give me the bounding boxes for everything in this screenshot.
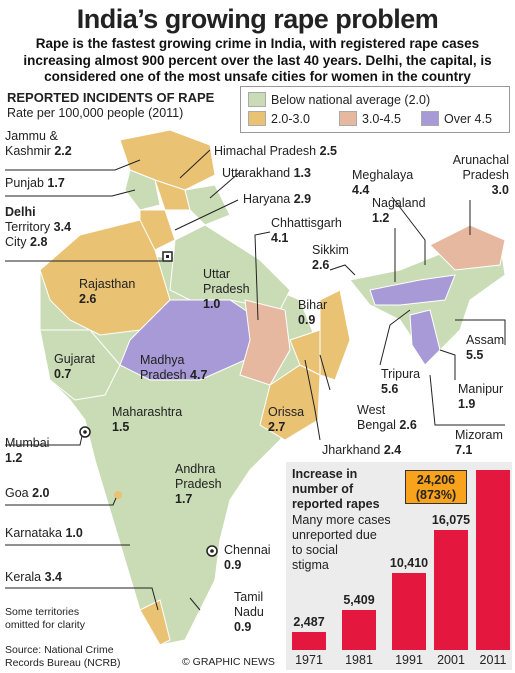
bar-category-1991: 1991 <box>395 653 423 667</box>
bar-value-1971: 2,487 <box>293 615 325 629</box>
legend-label-2-3: 2.0-3.0 <box>271 111 310 126</box>
label-jammu-kashmir: Jammu & Kashmir 2.2 <box>5 129 72 158</box>
label-nagaland: Nagaland 1.2 <box>372 196 426 225</box>
label-mizoram: Mizoram 7.1 <box>455 428 503 457</box>
map-region-jh <box>289 329 321 376</box>
bar-2011 <box>476 470 510 650</box>
page-title: India’s growing rape problem <box>76 4 439 34</box>
leader-lines <box>5 149 506 611</box>
label-chennai: Chennai 0.9 <box>224 543 271 572</box>
map-region-punjab <box>124 169 161 211</box>
label-tripura: Tripura 5.6 <box>381 367 421 396</box>
legend-swatch-over45 <box>421 111 439 126</box>
map-region-arunachal <box>429 224 506 271</box>
label-orissa: Orissa 2.7 <box>268 405 305 434</box>
map-region-ut <box>184 184 231 226</box>
label-jharkhand: Jharkhand 2.4 <box>322 443 402 457</box>
bar-category-2011: 2011 <box>479 653 507 667</box>
legend: Below national average (2.0) 2.0-3.0 3.0… <box>240 86 510 133</box>
label-goa: Goa 2.0 <box>5 486 50 500</box>
map-region-tripura-mizoram <box>409 309 441 366</box>
credit: © GRAPHIC NEWS <box>182 656 275 668</box>
legend-label-3-45: 3.0-4.5 <box>362 111 401 126</box>
label-chhattisgarh: Chhattisgarh 4.1 <box>271 216 342 245</box>
legend-swatch-2-3 <box>248 111 266 126</box>
label-karnataka: Karnataka 1.0 <box>5 526 83 540</box>
bar-callout: 24,206 (873%) <box>405 470 467 504</box>
legend-item-below: Below national average (2.0) <box>248 92 430 107</box>
legend-swatch-below <box>248 92 266 107</box>
subtitle: Rape is the fastest growing crime in Ind… <box>23 36 492 84</box>
map-subheading: Rate per 100,000 people (2011) <box>7 106 184 120</box>
label-arunachal-pradesh: Arunachal Pradesh 3.0 <box>452 153 509 197</box>
label-tamil-nadu: Tamil Nadu 0.9 <box>234 590 264 634</box>
label-madhya-pradesh: Madhya Pradesh 4.7 <box>140 353 208 382</box>
bar-1971 <box>292 632 326 650</box>
label-haryana: Haryana 2.9 <box>243 192 312 206</box>
legend-item-over45: Over 4.5 <box>421 111 492 126</box>
bar-chart-title: Increase in number of reported rapes <box>292 467 380 511</box>
label-delhi: Delhi Territory 3.4 City 2.8 <box>5 205 72 249</box>
label-meghalaya: Meghalaya 4.4 <box>352 168 414 197</box>
bar-category-1971: 1971 <box>295 653 323 667</box>
label-himachal-pradesh: Himachal Pradesh 2.5 <box>214 144 338 158</box>
label-punjab: Punjab 1.7 <box>5 176 65 190</box>
label-kerala: Kerala 3.4 <box>5 570 63 584</box>
label-andhra-pradesh: Andhra Pradesh 1.7 <box>175 462 222 506</box>
source-note: Source: National Crime Records Bureau (NC… <box>5 644 121 669</box>
legend-label-below: Below national average (2.0) <box>271 92 431 107</box>
bar-value-2001: 16,075 <box>431 513 471 527</box>
bar-category-2001: 2001 <box>437 653 465 667</box>
legend-swatch-3-45 <box>339 111 357 126</box>
label-gujarat: Gujarat 0.7 <box>54 352 95 381</box>
bar-1991 <box>392 573 426 650</box>
bar-value-1981: 5,409 <box>343 593 375 607</box>
label-west-bengal: West Bengal 2.6 <box>357 403 417 432</box>
bar-chart-subtitle: Many more cases unreported due to social st… <box>292 513 391 572</box>
legend-item-2-3: 2.0-3.0 <box>248 111 310 126</box>
label-uttarakhand: Uttarakhand 1.3 <box>222 166 311 180</box>
bar-2001 <box>434 530 468 650</box>
bar-category-1981: 1981 <box>345 653 373 667</box>
label-uttar-pradesh: Uttar Pradesh 1.0 <box>203 267 250 311</box>
label-mumbai: Mumbai 1.2 <box>5 436 50 465</box>
bar-value-1991: 10,410 <box>389 556 429 570</box>
label-maharashtra: Maharashtra 1.5 <box>112 405 183 434</box>
legend-item-3-45: 3.0-4.5 <box>339 111 401 126</box>
map-region-kerala <box>139 599 171 646</box>
label-assam: Assam 5.5 <box>466 333 505 362</box>
label-sikkim: Sikkim 2.6 <box>312 243 349 272</box>
label-rajasthan: Rajasthan 2.6 <box>79 277 136 306</box>
omitted-note: Some territories omitted for clarity <box>5 606 85 631</box>
legend-label-over45: Over 4.5 <box>444 111 492 126</box>
bar-1981 <box>342 610 376 650</box>
map-heading: REPORTED INCIDENTS OF RAPE <box>7 90 215 105</box>
map-region-gujarat <box>39 329 121 401</box>
map-region-goa <box>114 491 122 499</box>
label-bihar: Bihar 0.9 <box>298 298 328 327</box>
label-manipur: Manipur 1.9 <box>458 382 504 411</box>
map-region-assam <box>369 274 456 306</box>
